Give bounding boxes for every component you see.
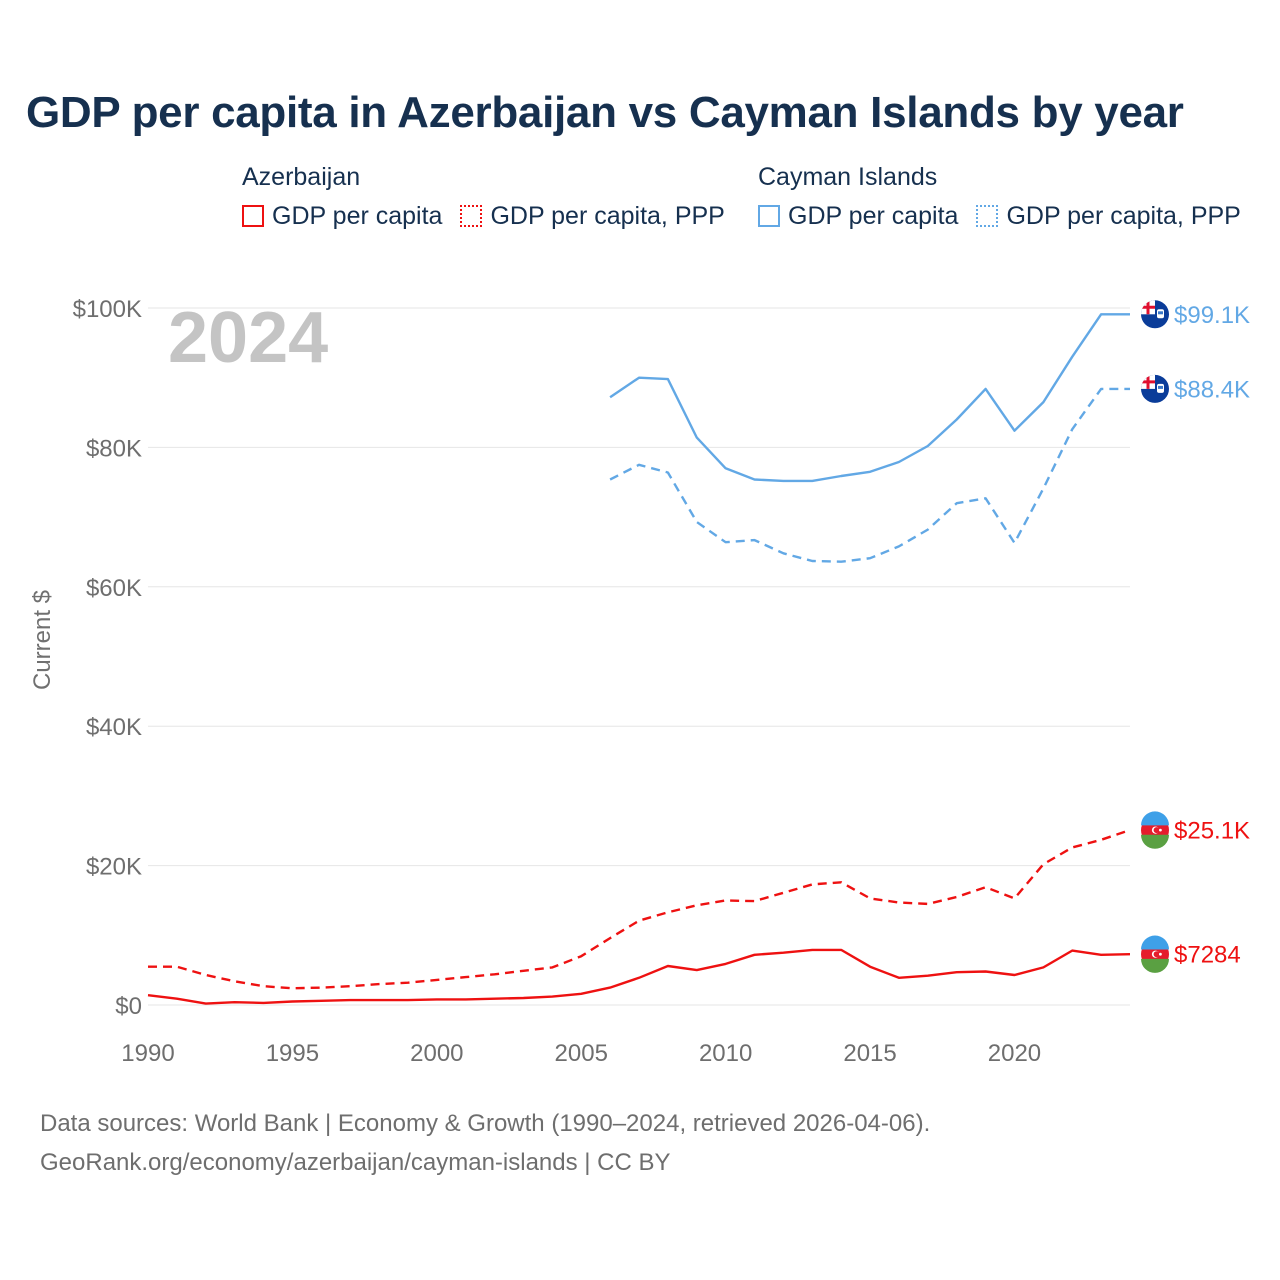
grid: [148, 307, 1130, 1006]
y-tick-label: $100K: [73, 296, 142, 323]
y-axis-title: Current $: [29, 590, 56, 690]
series-line[interactable]: [147, 948, 1131, 1005]
x-tick-label: 1995: [266, 1040, 319, 1067]
azerbaijan-flag-icon: [1141, 811, 1169, 849]
legend-azerbaijan: Azerbaijan GDP per capita GDP per capita…: [242, 160, 743, 238]
legend-label: GDP per capita, PPP: [1006, 201, 1241, 230]
x-tick-label: 2010: [699, 1040, 752, 1067]
y-tick-label: $60K: [86, 575, 142, 602]
legend-group-title: Cayman Islands: [758, 163, 938, 191]
flag-band-blue: [1141, 935, 1169, 950]
legend-group-title: Azerbaijan: [242, 163, 361, 191]
legend-item-azerbaijan-gdp[interactable]: GDP per capita: [242, 202, 442, 231]
legend-label: GDP per capita: [788, 201, 959, 230]
flag-crescent-cut: [1153, 951, 1160, 958]
end-value-label: $25.1K: [1174, 818, 1250, 845]
x-tick-label: 2000: [410, 1040, 463, 1067]
x-tick-label: 2015: [843, 1040, 896, 1067]
series-line[interactable]: [148, 828, 1131, 990]
flag-crescent-cut: [1153, 827, 1160, 834]
y-tick-label: $0: [115, 993, 142, 1020]
line-chart: 2024 $0 $20K $40K $60K $80K $100K 1990 1995 200…: [29, 296, 1250, 1067]
flag-band-green: [1141, 958, 1169, 973]
legend-swatch-solid: [242, 205, 264, 227]
series-line[interactable]: [609, 387, 1130, 563]
flag-shield-stripe: [1158, 311, 1163, 315]
y-tick-label: $80K: [86, 435, 142, 462]
flag-shield-stripe: [1158, 385, 1163, 389]
cayman-islands-flag-icon: [1141, 374, 1169, 403]
flag-star: [1159, 828, 1162, 832]
legend-swatch-dotted: [460, 205, 483, 227]
chart-title: GDP per capita in Azerbaijan vs Cayman I…: [26, 88, 1184, 137]
legend-swatch-solid: [758, 205, 780, 227]
year-label: 2024: [168, 298, 328, 378]
legend-label: GDP per capita: [272, 201, 443, 230]
y-axis: $0 $20K $40K $60K $80K $100K: [73, 296, 142, 1020]
legend-item-cayman-gdp-ppp[interactable]: GDP per capita, PPP: [976, 201, 1241, 231]
cayman-islands-flag-icon: [1141, 300, 1169, 329]
end-value-label: $7284: [1174, 942, 1241, 969]
legend-item-cayman-gdp[interactable]: GDP per capita: [758, 202, 958, 231]
x-tick-label: 2020: [988, 1040, 1041, 1067]
y-tick-label: $20K: [86, 854, 142, 881]
y-tick-label: $40K: [86, 714, 142, 741]
end-value-label: $99.1K: [1174, 302, 1250, 329]
end-value-label: $88.4K: [1174, 376, 1250, 403]
flag-band-green: [1141, 834, 1169, 849]
legend-cayman-islands: Cayman Islands GDP per capita GDP per ca…: [758, 160, 1259, 238]
end-markers: $99.1K $88.4K $25.1K $7284: [1141, 300, 1250, 973]
source-line-2: GeoRank.org/economy/azerbaijan/cayman-is…: [40, 1149, 671, 1176]
series-group: [147, 313, 1131, 1005]
legend-label: GDP per capita, PPP: [490, 201, 725, 230]
series-line[interactable]: [609, 313, 1130, 483]
x-axis: 1990 1995 2000 2005 2010 2015 2020: [121, 1040, 1041, 1067]
x-tick-label: 1990: [121, 1040, 174, 1067]
legend-item-azerbaijan-gdp-ppp[interactable]: GDP per capita, PPP: [460, 201, 725, 231]
flag-star: [1159, 952, 1162, 956]
azerbaijan-flag-icon: [1141, 935, 1169, 973]
source-line-1: Data sources: World Bank | Economy & Gro…: [40, 1110, 931, 1137]
flag-band-blue: [1141, 811, 1169, 826]
source-note: Data sources: World Bank | Economy & Gro…: [40, 1104, 930, 1182]
x-tick-label: 2005: [555, 1040, 608, 1067]
legend-swatch-dotted: [976, 205, 999, 227]
